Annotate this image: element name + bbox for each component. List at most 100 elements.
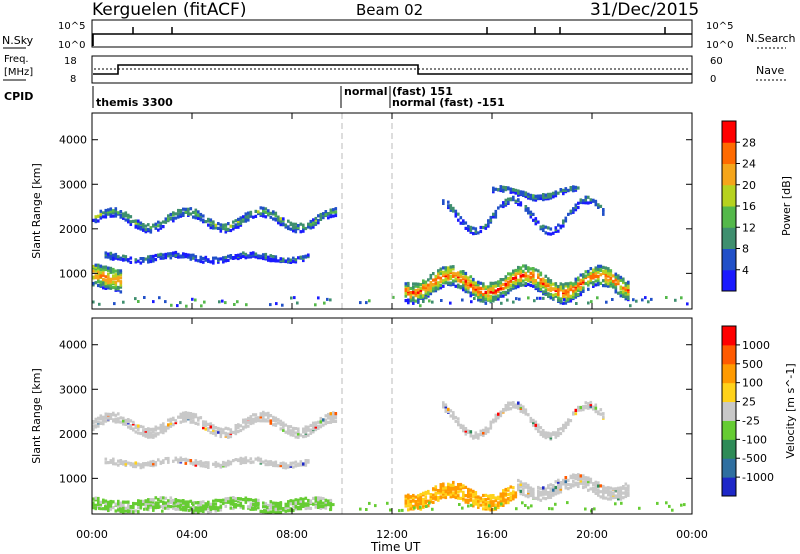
power-cell xyxy=(290,296,293,300)
velocity-cell xyxy=(497,414,500,418)
power-cell xyxy=(237,222,240,226)
power-cell xyxy=(449,274,453,278)
velocity-cell xyxy=(594,403,598,407)
power-cell xyxy=(119,269,123,273)
power-cell xyxy=(139,221,143,225)
velocity-cell xyxy=(454,491,458,495)
power-cell xyxy=(504,286,508,290)
velocity-cell xyxy=(274,464,278,468)
velocity-cell xyxy=(144,506,148,510)
velocity-cell xyxy=(594,484,598,488)
power-cell xyxy=(274,217,278,221)
velocity-cell xyxy=(519,485,523,489)
velocity-cell xyxy=(542,429,545,433)
velocity-cell xyxy=(277,511,280,515)
power-cell xyxy=(219,257,223,261)
power-cell xyxy=(474,285,478,289)
velocity-cell xyxy=(227,427,230,431)
velocity-cell xyxy=(104,499,108,503)
power-cell xyxy=(612,274,615,278)
power-cell xyxy=(275,302,278,306)
power-cell xyxy=(114,283,118,287)
velocity-cell xyxy=(517,404,520,408)
power-cell xyxy=(139,225,143,229)
velocity-cell xyxy=(242,504,245,509)
velocity-cell xyxy=(519,489,523,493)
power-cell xyxy=(599,273,603,277)
velocity-cell xyxy=(147,498,150,502)
velocity-cell xyxy=(299,499,303,503)
power-cell xyxy=(262,209,265,213)
nsky-tick-right-bottom: 10^0 xyxy=(706,40,733,51)
velocity-cell xyxy=(122,502,125,506)
power-cell xyxy=(457,218,460,222)
power-cell xyxy=(109,280,113,284)
power-cell xyxy=(462,275,465,279)
velocity-cell xyxy=(257,502,260,505)
velocity-cell xyxy=(219,427,223,431)
power-cell xyxy=(139,257,143,261)
velocity-cell xyxy=(547,491,550,495)
power-cell xyxy=(254,252,258,256)
velocity-cell xyxy=(202,420,205,424)
velocity-cell xyxy=(199,464,203,468)
power-cell xyxy=(407,288,410,292)
velocity-cell xyxy=(557,433,560,437)
velocity-cell xyxy=(447,407,450,411)
velocity-cell xyxy=(549,495,553,499)
velocity-cell xyxy=(284,466,288,470)
velocity-cell xyxy=(472,489,475,493)
velocity-cell xyxy=(470,503,473,507)
velocity-cell xyxy=(477,435,480,439)
power-cell xyxy=(229,254,233,258)
velocity-cell xyxy=(422,491,425,495)
velocity-cell xyxy=(247,416,250,420)
power-cell xyxy=(529,212,533,216)
power-cell xyxy=(167,214,170,218)
power-cell xyxy=(152,254,155,258)
power-cell xyxy=(439,286,443,290)
power-cell xyxy=(622,279,625,283)
power-cell xyxy=(609,280,613,284)
power-cell xyxy=(549,280,553,284)
power-cell xyxy=(289,260,293,264)
velocity-cell xyxy=(252,498,255,503)
power-cell xyxy=(277,218,280,222)
power-cell xyxy=(482,284,485,288)
power-cell xyxy=(562,289,565,293)
velocity-cell xyxy=(622,491,625,495)
power-cell xyxy=(454,284,458,288)
velocity-cell xyxy=(514,405,518,409)
velocity-cell xyxy=(602,412,605,416)
power-cell xyxy=(464,276,468,280)
velocity-cell xyxy=(202,464,205,468)
velocity-cell xyxy=(134,430,138,434)
power-cell xyxy=(124,258,128,262)
power-cell xyxy=(109,214,113,218)
velocity-cell xyxy=(199,503,203,507)
power-cell xyxy=(619,285,623,289)
velocity-cell xyxy=(552,490,555,495)
power-cell xyxy=(207,223,210,227)
power-cell xyxy=(627,296,630,300)
power-cell xyxy=(564,282,568,286)
power-cell xyxy=(122,254,125,258)
velocity-cell xyxy=(504,404,508,408)
power-cell xyxy=(502,203,505,207)
velocity-cell xyxy=(242,457,245,461)
velocity-cell xyxy=(94,496,98,500)
velocity-cell xyxy=(467,495,470,499)
power-cell xyxy=(459,221,463,225)
power-cell xyxy=(587,269,590,274)
power-cell xyxy=(557,298,560,302)
velocity-cell xyxy=(234,458,238,462)
velocity-cell xyxy=(97,420,100,424)
velocity-cell xyxy=(529,489,533,493)
nsearch-label: N.Search xyxy=(746,32,796,45)
velocity-cell xyxy=(517,478,520,483)
power-cell xyxy=(247,254,250,258)
velocity-cell xyxy=(252,502,255,506)
power-cell xyxy=(224,255,228,260)
power-cell xyxy=(184,207,188,211)
power-heatmap xyxy=(92,113,689,309)
